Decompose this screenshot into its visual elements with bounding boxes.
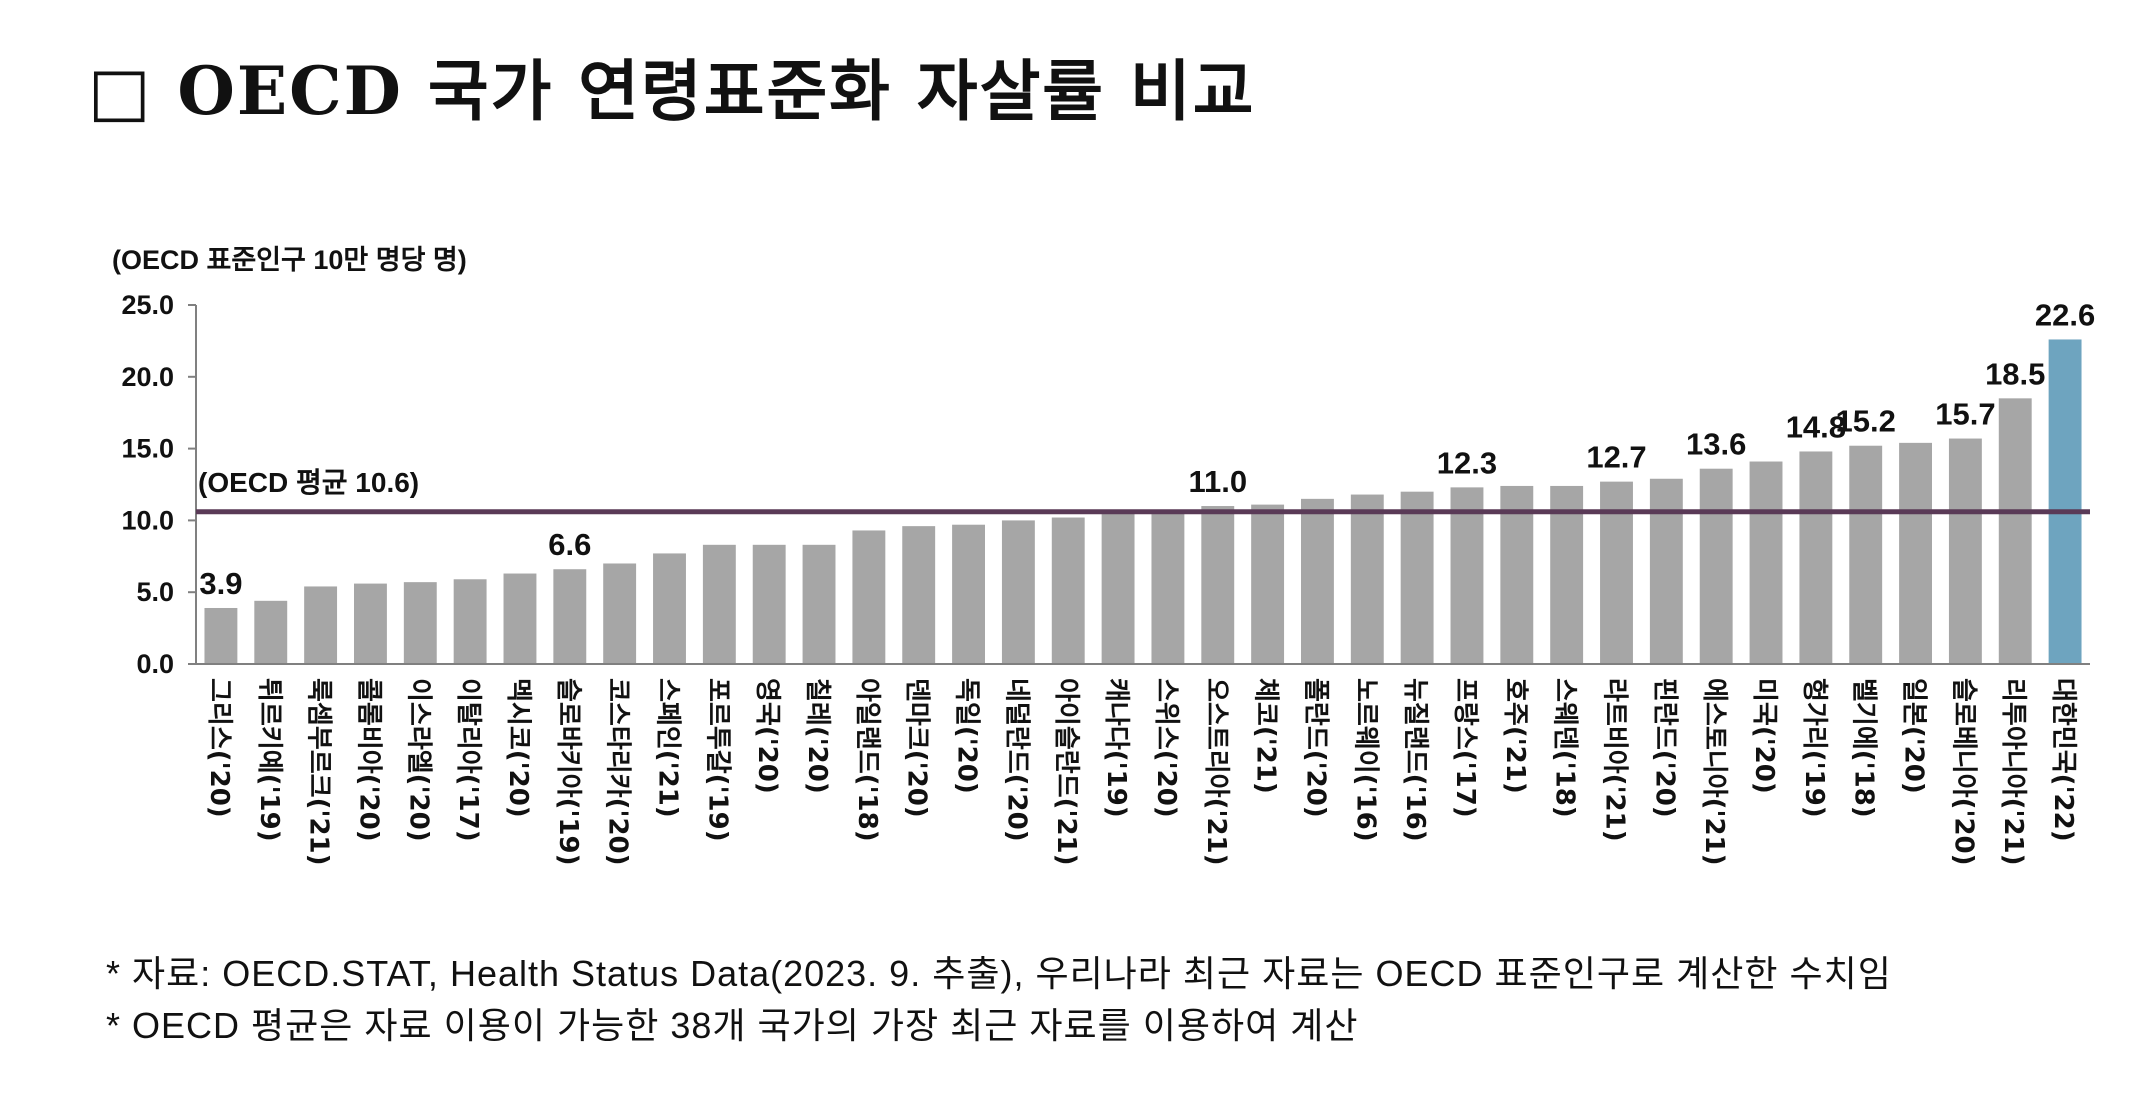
y-tick-label: 10.0 [121, 505, 174, 535]
data-label: 14.8 [1786, 409, 1846, 444]
category-label: 멕시코('20) [503, 678, 533, 818]
bar [453, 579, 487, 664]
bar [1001, 520, 1035, 664]
category-label: 이스라엘('20) [403, 678, 433, 842]
bar [503, 573, 537, 664]
category-label: 스위스('20) [1151, 678, 1181, 818]
bar [353, 583, 387, 664]
bar [752, 544, 786, 664]
category-label: 코스타리카('20) [603, 678, 633, 866]
category-label: 체코('21) [1251, 678, 1281, 794]
category-label: 포르투갈('19) [702, 678, 732, 842]
category-label: 이탈리아('17) [453, 678, 483, 842]
bar [254, 600, 288, 664]
category-label: 뉴질랜드('16) [1400, 678, 1430, 842]
bar [1998, 398, 2032, 664]
bar [1649, 478, 1683, 664]
category-label: 슬로바키아('19) [553, 678, 583, 866]
category-label: 일본('20) [1899, 678, 1929, 794]
bar [952, 524, 986, 664]
category-label: 콜롬비아('20) [353, 678, 383, 842]
category-label: 스페인('21) [653, 678, 683, 818]
y-tick-label: 15.0 [121, 434, 174, 464]
data-label: 15.2 [1836, 404, 1896, 439]
category-label: 스웨덴('18) [1550, 678, 1580, 818]
bar [1749, 461, 1783, 664]
bar [802, 544, 836, 664]
bar [1550, 485, 1584, 664]
source-note: * 자료: OECD.STAT, Health Status Data(2023… [106, 953, 1892, 994]
category-label: 리투아니아('21) [1998, 678, 2028, 866]
data-label: 18.5 [1985, 356, 2045, 391]
bar [1251, 504, 1285, 664]
data-label: 12.3 [1437, 445, 1497, 480]
data-label: 6.6 [548, 527, 591, 562]
y-tick-label: 0.0 [136, 649, 174, 679]
bar [1201, 506, 1235, 664]
bar [1051, 517, 1085, 664]
bar [2048, 339, 2082, 664]
category-label: 대한민국('22) [2048, 678, 2078, 842]
bar [653, 553, 686, 664]
bar [204, 607, 238, 664]
category-label: 오스트리아('21) [1201, 678, 1231, 866]
category-label: 호주('21) [1500, 678, 1530, 794]
category-label: 룩셈부르크('21) [304, 678, 334, 866]
category-label: 영국('20) [752, 678, 782, 794]
category-label: 헝가리('19) [1799, 678, 1829, 818]
category-label: 네덜란드('20) [1001, 678, 1031, 842]
bar [902, 526, 936, 664]
category-label: 아이슬란드('21) [1051, 678, 1081, 866]
category-label: 캐나다('19) [1101, 678, 1131, 818]
data-label: 11.0 [1188, 464, 1247, 499]
category-label: 에스토니아('21) [1699, 678, 1729, 866]
category-label: 벨기에('18) [1849, 678, 1879, 818]
category-label: 그리스('20) [204, 678, 234, 818]
y-tick-label: 5.0 [136, 577, 174, 607]
bar [553, 569, 587, 664]
category-label: 아일랜드('18) [852, 678, 882, 842]
category-label: 폴란드('20) [1300, 678, 1330, 818]
bar [1600, 481, 1633, 664]
bar [1799, 451, 1833, 664]
bar [1400, 491, 1434, 664]
category-label: 라트비아('21) [1600, 678, 1630, 842]
data-label: 12.7 [1586, 440, 1646, 475]
category-label: 튀르키예('19) [254, 678, 284, 842]
page-title: □ OECD 국가 연령표준화 자살률 비교 [88, 52, 1256, 130]
bar [1101, 511, 1135, 664]
bar [603, 563, 637, 664]
y-axis-unit-label: (OECD 표준인구 10만 명당 명) [112, 245, 467, 275]
data-label: 3.9 [199, 566, 242, 601]
category-label: 칠레('20) [802, 678, 832, 794]
oecd-average-label: (OECD 평균 10.6) [198, 467, 419, 498]
bar [1151, 510, 1185, 664]
bar [1849, 445, 1883, 664]
bar [1450, 487, 1484, 664]
bar [1699, 468, 1733, 664]
category-label: 노르웨이('16) [1350, 678, 1380, 842]
bar [403, 582, 437, 664]
category-label: 슬로베니아('20) [1948, 678, 1978, 866]
y-tick-label: 25.0 [121, 290, 174, 320]
bar [852, 530, 886, 664]
category-label: 독일('20) [952, 678, 982, 794]
bar [304, 586, 338, 664]
category-label: 덴마크('20) [902, 678, 932, 818]
category-label: 미국('20) [1749, 678, 1779, 794]
category-label: 핀란드('20) [1649, 678, 1679, 818]
data-label: 13.6 [1686, 427, 1746, 462]
category-label: 프랑스('17) [1450, 678, 1480, 818]
bar [1500, 485, 1534, 664]
bar [1899, 442, 1933, 664]
bar [1350, 494, 1384, 664]
bar [1948, 438, 1982, 664]
data-label: 15.7 [1935, 397, 1995, 432]
bar [1300, 498, 1334, 664]
average-note: * OECD 평균은 자료 이용이 가능한 38개 국가의 가장 최근 자료를 … [106, 1005, 1359, 1046]
y-tick-label: 20.0 [121, 362, 174, 392]
bar [702, 544, 736, 664]
data-label: 22.6 [2035, 297, 2095, 332]
